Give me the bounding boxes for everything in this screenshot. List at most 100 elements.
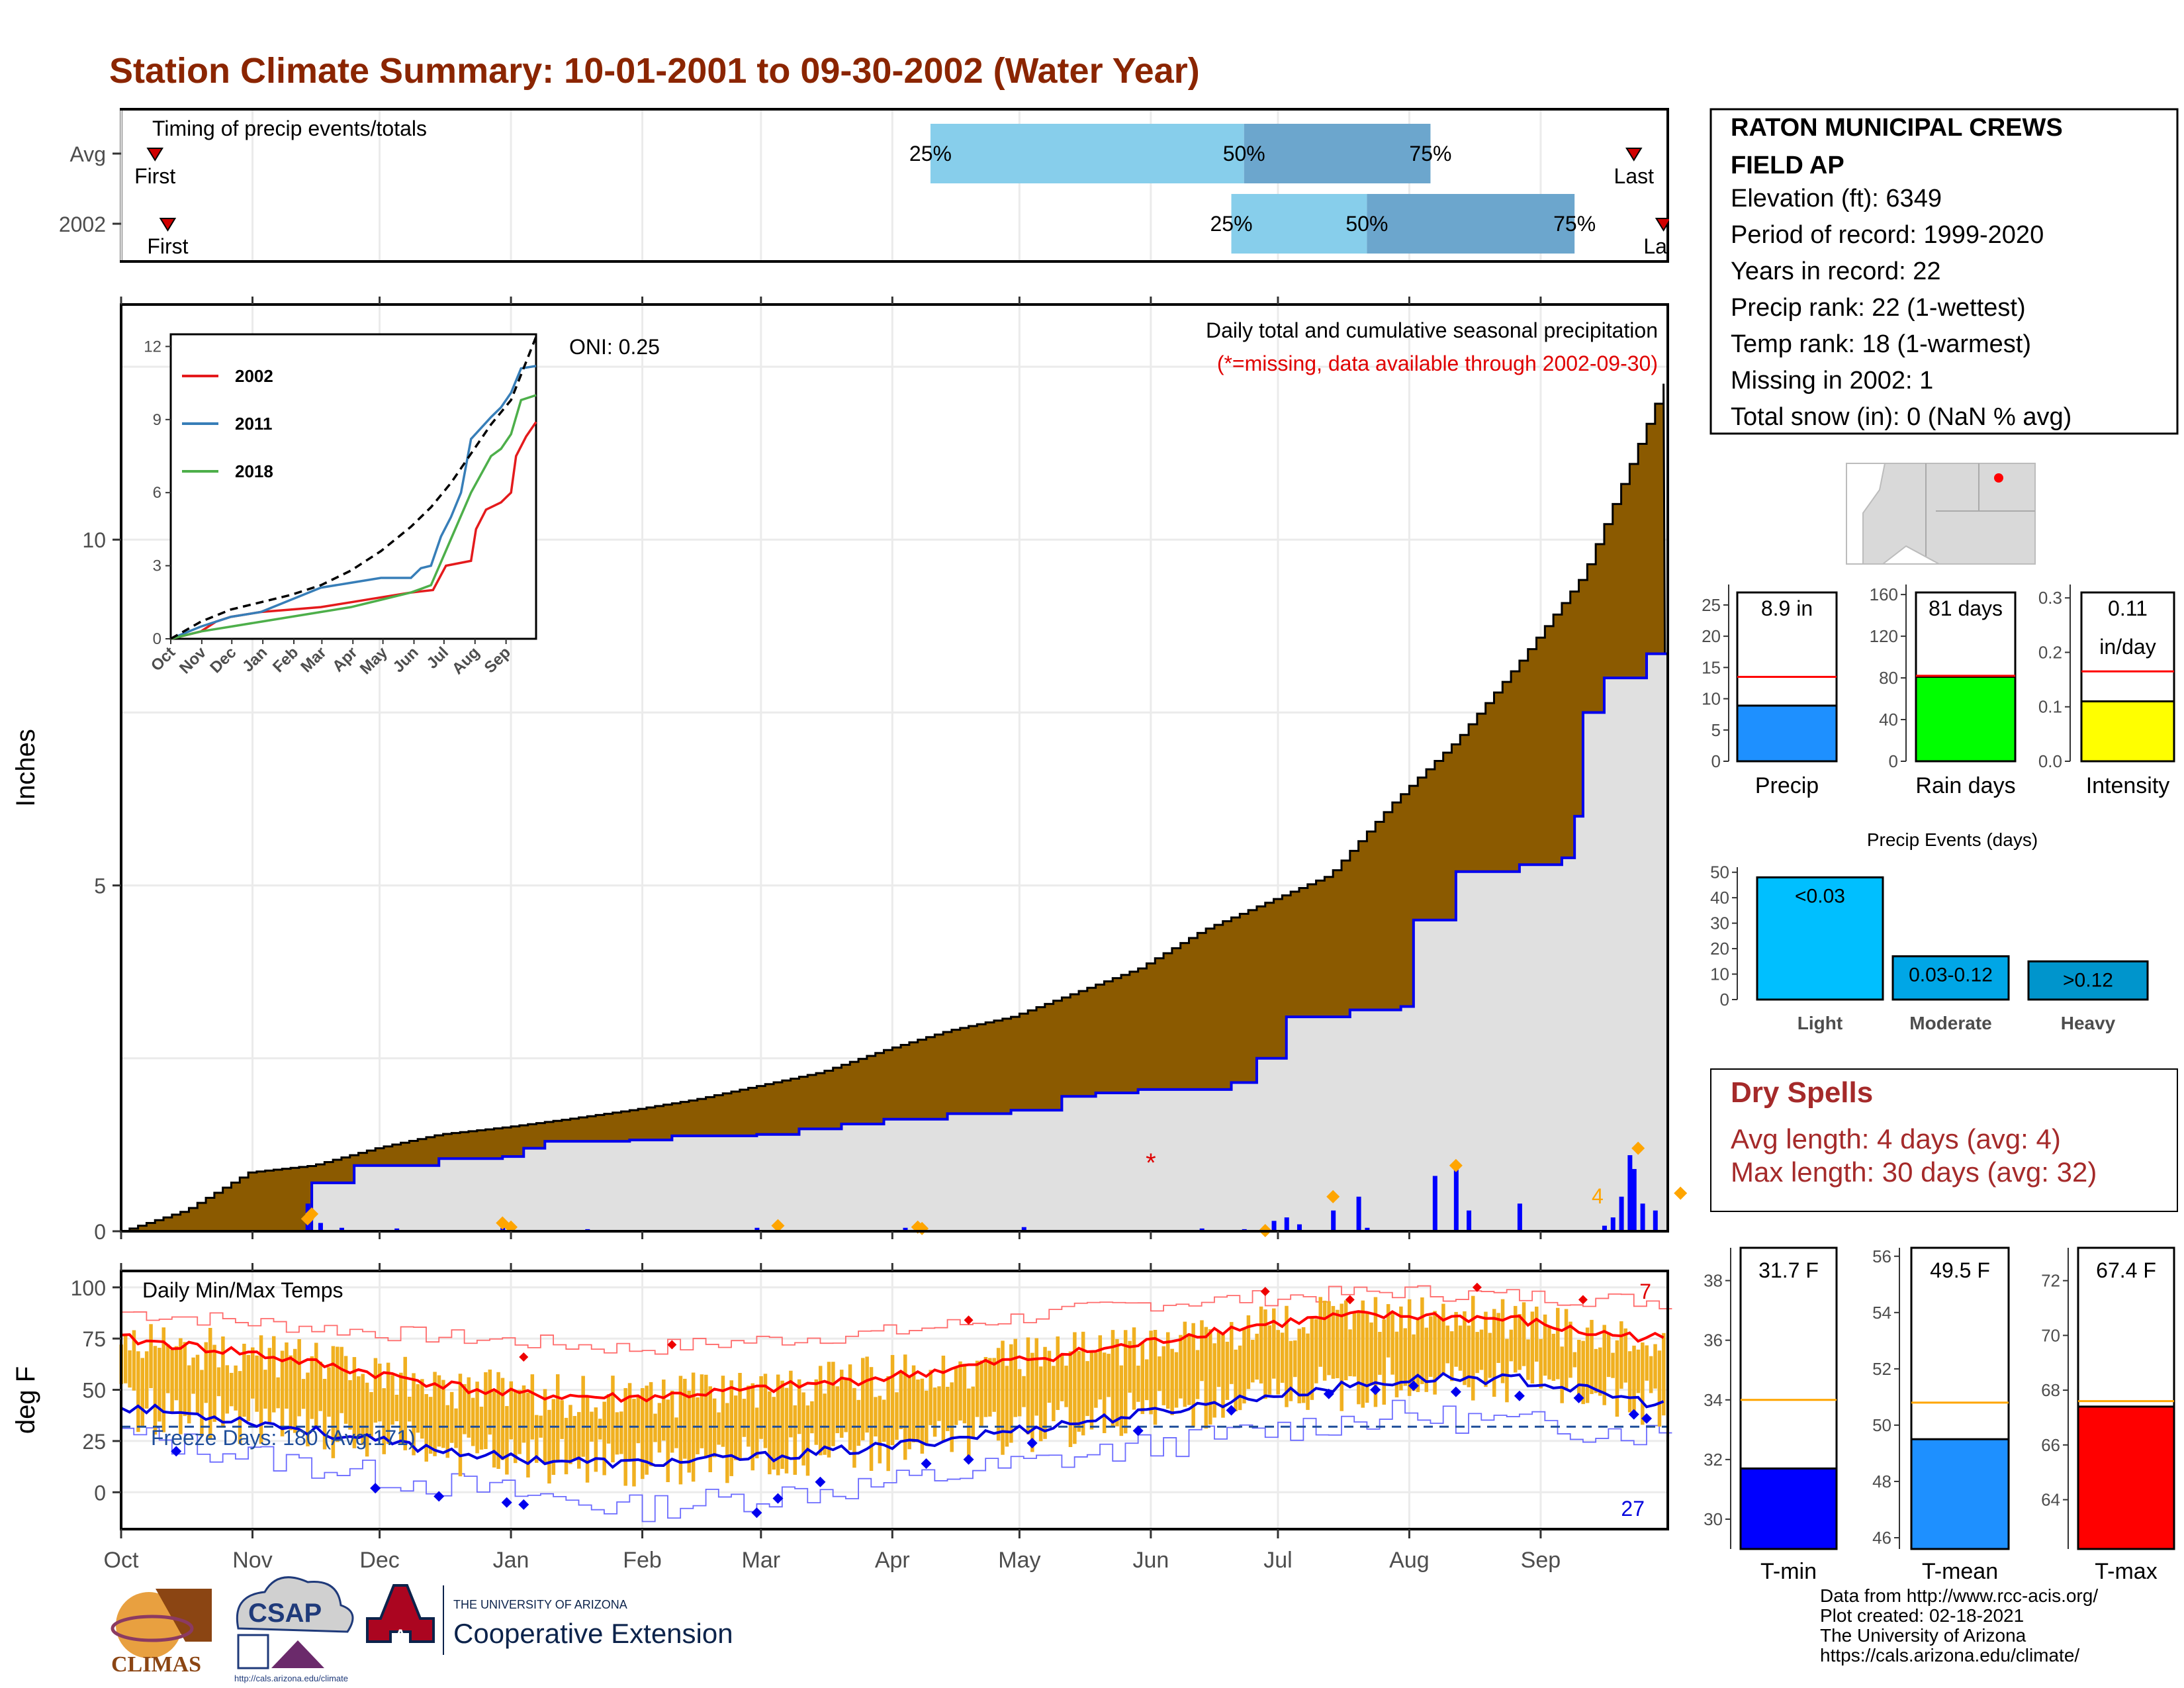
temp-daily-bar — [285, 1342, 289, 1409]
precip-daily-bar — [1631, 1168, 1637, 1231]
tempbar-value-bar — [1910, 1438, 2010, 1550]
temp-daily-bar — [416, 1384, 420, 1433]
events-bar — [1756, 876, 1884, 1001]
temp-daily-bar — [1403, 1328, 1408, 1386]
temp-daily-bar — [1038, 1366, 1043, 1442]
temp-daily-bar — [1322, 1300, 1327, 1381]
csap-logo-cloud — [236, 1576, 354, 1633]
inset-legend-label: 2002 — [235, 366, 273, 386]
temp-record-min-diamond — [433, 1491, 445, 1502]
temp-daily-bar — [128, 1350, 132, 1388]
temp-daily-bar — [195, 1354, 200, 1415]
precip-ylabel: Inches — [11, 729, 40, 807]
precip-daily-bar — [339, 1227, 344, 1231]
temp-daily-bar — [903, 1354, 907, 1460]
temp-daily-bar — [1280, 1333, 1285, 1383]
temp-daily-bar — [1505, 1338, 1509, 1403]
temp-daily-bar — [1399, 1306, 1403, 1391]
temp-daily-bar — [1030, 1352, 1034, 1452]
temp-daily-bar — [378, 1364, 382, 1422]
temp-daily-bar — [712, 1398, 717, 1458]
temp-daily-bar — [1289, 1340, 1293, 1401]
temp-record-min-diamond — [815, 1476, 826, 1487]
precip-current-cumulative-line — [121, 616, 1669, 1233]
temp-daily-bar — [784, 1387, 789, 1474]
minibar-ytick-label: 0.0 — [2038, 751, 2062, 771]
temp-daily-bar — [971, 1386, 975, 1438]
station-name-1: RATON MUNICIPAL CREWS — [1731, 114, 2063, 142]
temp-daily-bar — [708, 1386, 712, 1473]
temp-daily-bar — [331, 1346, 336, 1458]
temp-daily-bar — [852, 1387, 856, 1468]
events-bar — [1891, 955, 2010, 1001]
temp-daily-bar — [437, 1375, 441, 1447]
month-label: May — [998, 1548, 1040, 1573]
temp-record-min-diamond — [518, 1499, 529, 1510]
temp-daily-bar — [1043, 1346, 1047, 1439]
temp-daily-bar — [768, 1391, 772, 1475]
timing-marker-label: Last — [1614, 164, 1655, 188]
temp-daily-bar — [763, 1374, 768, 1448]
temp-daily-bar — [403, 1356, 407, 1450]
events-bar-label: 0.03-0.12 — [1909, 964, 1993, 986]
precip-record-diamond — [1674, 1186, 1688, 1200]
temp-daily-bar — [844, 1378, 848, 1432]
temp-summary-bars: 30 32 34 36 38 31.7 F T-min 46 48 50 52 54 56 49.5 F T… — [1704, 1246, 2175, 1584]
temp-daily-bar — [1653, 1344, 1657, 1389]
temp-daily-bar — [310, 1356, 314, 1419]
precip-daily-bar — [1199, 1228, 1205, 1231]
tempbar-ytick-label: 66 — [2041, 1435, 2060, 1455]
temp-daily-bar — [1017, 1369, 1022, 1417]
temp-daily-bar — [1433, 1311, 1437, 1395]
climas-logo-ring — [111, 1615, 194, 1642]
temp-daily-bar — [267, 1348, 272, 1424]
temp-daily-bar — [1306, 1333, 1310, 1410]
events-bar-label: >0.12 — [2063, 969, 2113, 991]
temp-daily-bar — [941, 1355, 946, 1442]
timing-pct-label: 50% — [1345, 212, 1388, 236]
temp-daily-bar — [992, 1358, 996, 1412]
temp-record-min-diamond — [1450, 1386, 1461, 1397]
temp-daily-bar — [1585, 1327, 1590, 1403]
temp-daily-bar — [653, 1413, 657, 1442]
events-title: Precip Events (days) — [1867, 829, 2038, 850]
precip-daily-bar — [1271, 1221, 1277, 1231]
temp-daily-bar — [576, 1412, 581, 1469]
temp-daily-bar — [878, 1395, 882, 1464]
precip-daily-bar — [1467, 1210, 1472, 1231]
temp-daily-bar — [1047, 1350, 1052, 1403]
precip-record-diamond — [305, 1207, 319, 1221]
temp-daily-bar — [1649, 1356, 1653, 1393]
temp-daily-bar — [1314, 1319, 1318, 1383]
temp-daily-bar — [590, 1411, 594, 1442]
temp-daily-bar — [793, 1405, 797, 1475]
minibar-ytick-label: 5 — [1711, 720, 1721, 740]
temp-record-min-diamond — [1573, 1392, 1584, 1403]
freeze-label: Freeze Days: 180 (Avg:171) — [151, 1426, 416, 1450]
tempbar-category-label: T-max — [2095, 1559, 2157, 1584]
temp-daily-bar — [394, 1394, 399, 1422]
temp-daily-bar — [1424, 1327, 1429, 1392]
minibar-ytick-label: 0 — [1889, 751, 1898, 771]
temp-daily-bar — [882, 1399, 886, 1442]
temp-daily-bar — [1463, 1311, 1467, 1385]
temp-daily-bar — [772, 1397, 776, 1470]
timing-pct-label: 75% — [1553, 212, 1596, 236]
temp-daily-bar — [839, 1370, 844, 1438]
temp-daily-bar — [916, 1380, 920, 1442]
temp-daily-bar — [407, 1396, 412, 1422]
precip-daily-bar — [1284, 1217, 1289, 1231]
temp-daily-bar — [747, 1385, 751, 1447]
temp-daily-bar — [581, 1376, 585, 1457]
temp-daily-bar — [149, 1324, 153, 1389]
temp-daily-bar — [1225, 1341, 1230, 1400]
temp-daily-bar — [683, 1378, 687, 1459]
temp-max-count: 7 — [1639, 1280, 1651, 1303]
temp-daily-bar — [1369, 1322, 1373, 1385]
temp-daily-bar — [560, 1400, 564, 1439]
timing-pct-label: 25% — [909, 142, 952, 165]
temp-daily-bar — [1293, 1340, 1297, 1378]
temp-daily-bar — [602, 1401, 606, 1476]
temp-daily-bar — [1001, 1340, 1005, 1455]
temp-daily-bar — [996, 1348, 1001, 1441]
